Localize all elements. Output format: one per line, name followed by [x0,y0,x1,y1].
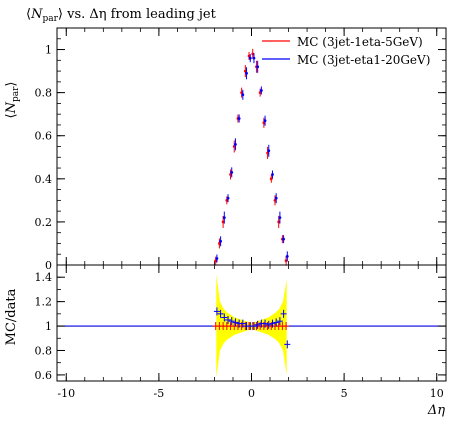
legend: MC (3jet-1eta-5GeV) MC (3jet-eta1-20GeV) [262,35,430,67]
title-open: ⟨ [26,7,31,22]
main-ytick-label: 0.8 [35,87,53,100]
ratio-ytick-label: 1.4 [35,271,53,284]
main-point [278,216,282,220]
ratio-ytick-label: 0.8 [35,344,53,357]
main-point [219,239,223,243]
main-point [258,91,262,95]
main-point [237,117,241,120]
main-point [245,71,248,75]
main-point [222,216,226,220]
main-point [230,170,234,174]
main-point [274,196,278,200]
ylabel-close: ⟩ [4,82,19,87]
main-ylabel: ⟨Npar⟩ [4,82,21,119]
ylabel-open: ⟨ [4,113,19,118]
main-ytick-label: 0.4 [35,173,53,186]
ratio-xtick-label: -10 [57,387,75,400]
main-point [234,142,237,146]
main-point [282,237,285,241]
main-point [226,196,230,200]
main-point [271,173,274,176]
ratio-xtick-label: -5 [154,387,165,400]
ratio-ylabel: MC/data [4,288,19,345]
title-rest: ⟩ vs. Δη from leading jet [58,7,217,22]
ratio-ytick-label: 1.2 [35,296,53,309]
main-ytick-label: 1 [45,44,52,57]
main-point [267,149,271,153]
main-point [241,93,245,97]
main-ytick-label: 0 [45,259,52,272]
ylabel-n: N [4,101,19,114]
ratio-xtick-label: 5 [341,387,348,400]
ylabel-sub: par [11,86,21,102]
title-n: N [30,7,43,22]
main-point [215,257,219,260]
main-point [263,119,267,123]
ratio-ytick-label: 0.6 [35,369,53,382]
main-point [262,121,266,125]
title-sub: par [42,14,58,24]
legend-label-1eta-5gev: MC (3jet-1eta-5GeV) [297,35,423,49]
ratio-xtick-label: 0 [248,387,255,400]
ratio-xlabel: Δη [427,403,445,418]
legend-label-eta1-20gev: MC (3jet-eta1-20GeV) [297,53,430,67]
chart-title: ⟨Npar⟩ vs. Δη from leading jet [26,7,217,24]
ratio-panel: 0.6 0.8 1 1.2 1.4 -10 -5 0 5 10 [35,264,447,400]
main-ytick-label: 0.6 [35,130,53,143]
main-point [256,65,260,69]
main-point [259,89,263,92]
main-point [248,56,252,60]
main-ytick-label: 0.2 [35,216,53,229]
main-point [277,220,281,224]
main-point [252,56,256,60]
ratio-ytick-label: 1 [45,320,52,333]
ratio-xtick-label: 10 [430,387,444,400]
main-panel: 0 0.2 0.4 0.6 0.8 1 [35,27,447,272]
main-point [285,254,289,258]
